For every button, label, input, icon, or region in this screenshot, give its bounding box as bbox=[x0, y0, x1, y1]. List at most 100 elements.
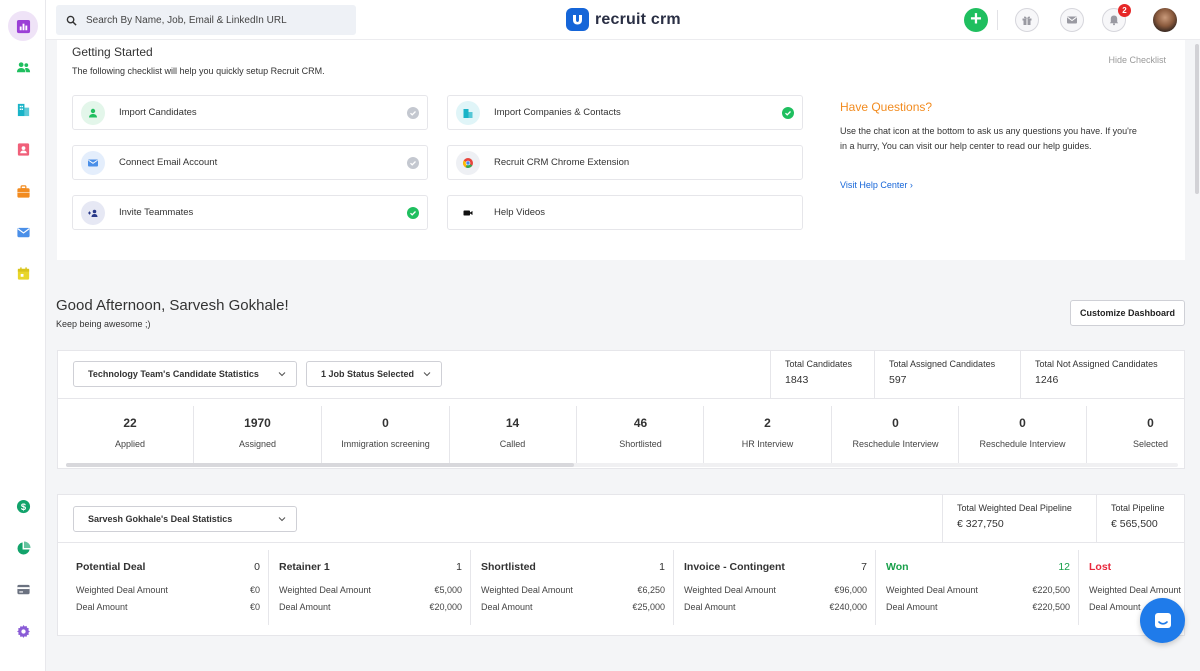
stage-label: Reschedule Interview bbox=[979, 439, 1066, 449]
sidebar-item-contacts[interactable] bbox=[8, 134, 38, 164]
checklist-label: Import Companies & Contacts bbox=[494, 107, 621, 118]
deal-stage-column[interactable]: Retainer 1 1 Weighted Deal Amount €5,000… bbox=[269, 550, 471, 625]
team-stats-dropdown[interactable]: Technology Team's Candidate Statistics bbox=[73, 361, 297, 387]
sidebar-item-jobs[interactable] bbox=[8, 176, 38, 206]
deal-stats-dropdown-label: Sarvesh Gokhale's Deal Statistics bbox=[88, 514, 233, 524]
hide-checklist-link[interactable]: Hide Checklist bbox=[1108, 55, 1166, 65]
add-button[interactable]: + bbox=[964, 8, 988, 32]
candidate-stats-card: Technology Team's Candidate Statistics 1… bbox=[57, 350, 1185, 469]
checklist-item-help-videos[interactable]: Help Videos bbox=[447, 195, 803, 230]
job-status-dropdown-label: 1 Job Status Selected bbox=[321, 369, 415, 379]
total-label: Total Weighted Deal Pipeline bbox=[957, 503, 1072, 513]
stage-stat[interactable]: 46 Shortlisted bbox=[577, 406, 704, 464]
checklist-label: Invite Teammates bbox=[119, 207, 194, 218]
stage-label: Called bbox=[499, 439, 526, 449]
contact-card-icon bbox=[17, 142, 29, 156]
search-box[interactable] bbox=[56, 5, 356, 35]
deal-stage-column[interactable]: Won 12 Weighted Deal Amount €220,500 Dea… bbox=[876, 550, 1079, 625]
search-icon bbox=[66, 15, 77, 26]
horizontal-scrollbar-thumb[interactable] bbox=[66, 463, 574, 467]
stage-count: 0 bbox=[382, 416, 389, 430]
total-not-assigned-cell: Total Not Assigned Candidates 1246 bbox=[1020, 351, 1184, 399]
deal-stage-column[interactable]: Shortlisted 1 Weighted Deal Amount €6,25… bbox=[471, 550, 674, 625]
deal-stage-count: 1 bbox=[659, 561, 665, 573]
stage-count: 0 bbox=[1019, 416, 1026, 430]
deal-stage-column[interactable]: Lost Weighted Deal Amount Deal Amount bbox=[1079, 550, 1184, 625]
weighted-value: €0 bbox=[249, 585, 260, 595]
deal-stage-column[interactable]: Potential Deal 0 Weighted Deal Amount €0… bbox=[66, 550, 269, 625]
deal-stage-count: 12 bbox=[1058, 561, 1070, 573]
weighted-value: €96,000 bbox=[834, 585, 867, 595]
deal-stage-name: Shortlisted bbox=[481, 561, 536, 573]
weighted-value: €6,250 bbox=[637, 585, 665, 595]
stage-label: Selected bbox=[1132, 439, 1169, 449]
deal-stage-name: Invoice - Contingent bbox=[684, 561, 785, 573]
gift-button[interactable] bbox=[1015, 8, 1039, 32]
divider bbox=[449, 406, 450, 464]
deal-stats-dropdown[interactable]: Sarvesh Gokhale's Deal Statistics bbox=[73, 506, 297, 532]
stage-label: Applied bbox=[114, 439, 146, 449]
checklist-item-import-candidates[interactable]: Import Candidates bbox=[72, 95, 428, 130]
stage-stat[interactable]: 0 Selected bbox=[1087, 406, 1200, 464]
avatar[interactable] bbox=[1153, 8, 1177, 32]
weighted-value: €220,500 bbox=[1032, 585, 1070, 595]
logo-mark-icon bbox=[566, 8, 589, 31]
person-icon bbox=[81, 100, 105, 125]
customize-dashboard-button[interactable]: Customize Dashboard bbox=[1070, 300, 1185, 326]
sidebar-item-billing[interactable] bbox=[8, 574, 38, 604]
job-status-dropdown[interactable]: 1 Job Status Selected bbox=[306, 361, 442, 387]
deal-stage-count: 7 bbox=[861, 561, 867, 573]
checklist-label: Help Videos bbox=[494, 207, 546, 218]
stage-stat[interactable]: 0 Immigration screening bbox=[322, 406, 449, 464]
amount-label: Deal Amount bbox=[481, 602, 533, 612]
search-input[interactable] bbox=[86, 14, 346, 26]
checklist-item-chrome-extension[interactable]: Recruit CRM Chrome Extension bbox=[447, 145, 803, 180]
checklist-item-import-companies[interactable]: Import Companies & Contacts bbox=[447, 95, 803, 130]
sidebar-item-companies[interactable] bbox=[8, 94, 38, 124]
checklist-label: Connect Email Account bbox=[119, 157, 218, 168]
questions-text: Use the chat icon at the bottom to ask u… bbox=[840, 126, 1137, 151]
deal-stage-column[interactable]: Invoice - Contingent 7 Weighted Deal Amo… bbox=[674, 550, 876, 625]
stage-stat[interactable]: 14 Called bbox=[449, 406, 576, 464]
sidebar-item-calendar[interactable] bbox=[8, 258, 38, 288]
stage-stat[interactable]: 22 Applied bbox=[66, 406, 194, 464]
total-value: € 565,500 bbox=[1111, 518, 1158, 530]
checklist-item-connect-email[interactable]: Connect Email Account bbox=[72, 145, 428, 180]
stage-label: Assigned bbox=[238, 439, 277, 449]
deal-stage-count: 0 bbox=[254, 561, 260, 573]
stage-stat[interactable]: 0 Reschedule Interview bbox=[832, 406, 959, 464]
sidebar-item-reports[interactable] bbox=[8, 533, 38, 563]
weighted-label: Weighted Deal Amount bbox=[76, 585, 168, 595]
stage-stat[interactable]: 0 Reschedule Interview bbox=[959, 406, 1086, 464]
stage-stat[interactable]: 2 HR Interview bbox=[704, 406, 831, 464]
weighted-label: Weighted Deal Amount bbox=[886, 585, 978, 595]
page-scrollbar[interactable] bbox=[1195, 44, 1199, 194]
messages-button[interactable] bbox=[1060, 8, 1084, 32]
divider bbox=[958, 406, 959, 464]
weighted-label: Weighted Deal Amount bbox=[481, 585, 573, 595]
amount-value: €20,000 bbox=[429, 602, 462, 612]
total-assigned-cell: Total Assigned Candidates 597 bbox=[874, 351, 1020, 399]
gear-icon bbox=[16, 624, 30, 638]
stage-label: Shortlisted bbox=[619, 439, 662, 449]
getting-started-card: Getting Started The following checklist … bbox=[57, 40, 1185, 260]
sidebar-item-deals[interactable]: $ bbox=[8, 491, 38, 521]
greeting-subtitle: Keep being awesome ;) bbox=[56, 319, 151, 329]
help-center-link[interactable]: Visit Help Center › bbox=[840, 180, 913, 190]
calendar-icon bbox=[17, 266, 29, 280]
sidebar-item-candidates[interactable] bbox=[8, 52, 38, 82]
horizontal-scrollbar-track[interactable] bbox=[66, 463, 1178, 467]
stage-stat[interactable]: 1970 Assigned bbox=[194, 406, 321, 464]
chat-button[interactable] bbox=[1140, 598, 1185, 643]
sidebar-item-settings[interactable] bbox=[8, 616, 38, 646]
logo: recruit crm bbox=[566, 8, 681, 31]
stage-label: Reschedule Interview bbox=[852, 439, 939, 449]
total-label: Total Not Assigned Candidates bbox=[1035, 359, 1158, 369]
sidebar-item-email[interactable] bbox=[8, 217, 38, 247]
divider bbox=[58, 542, 1184, 543]
amount-value: €25,000 bbox=[632, 602, 665, 612]
divider bbox=[703, 406, 704, 464]
sidebar-item-dashboard[interactable] bbox=[8, 11, 38, 41]
chevron-down-icon bbox=[278, 517, 286, 522]
checklist-item-invite-teammates[interactable]: Invite Teammates bbox=[72, 195, 428, 230]
